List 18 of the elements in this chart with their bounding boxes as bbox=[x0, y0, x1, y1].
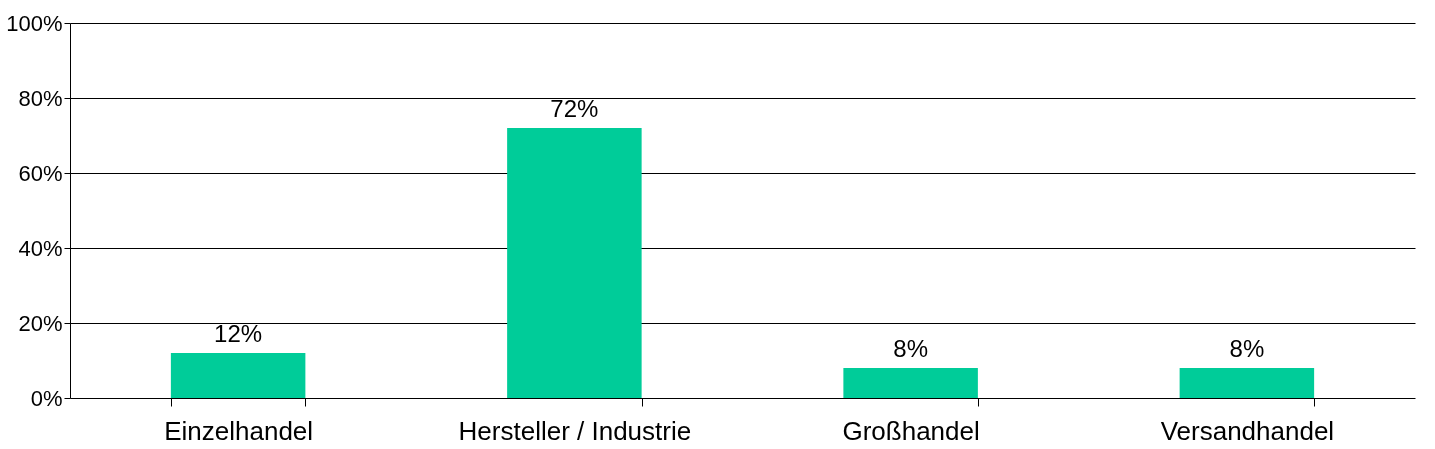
x-tick-label: Hersteller / Industrie bbox=[458, 415, 692, 446]
data-label: 8% bbox=[893, 335, 928, 362]
data-label: 12% bbox=[214, 320, 263, 347]
y-tick-label: 80% bbox=[18, 85, 63, 111]
x-tick-label: Großhandel bbox=[842, 415, 980, 446]
bar bbox=[170, 353, 306, 398]
y-tick-label: 100% bbox=[6, 10, 63, 36]
y-tick-label: 40% bbox=[18, 235, 63, 261]
bar bbox=[843, 368, 978, 398]
bar bbox=[507, 128, 642, 398]
data-label: 8% bbox=[1229, 335, 1265, 362]
bar bbox=[1179, 368, 1315, 398]
x-tick-label: Versandhandel bbox=[1160, 415, 1335, 446]
y-tick-label: 60% bbox=[18, 160, 63, 186]
y-tick-label: 0% bbox=[30, 385, 63, 411]
data-label: 72% bbox=[550, 95, 599, 122]
x-tick-label: Einzelhandel bbox=[164, 415, 314, 446]
y-tick-label: 20% bbox=[18, 310, 63, 336]
